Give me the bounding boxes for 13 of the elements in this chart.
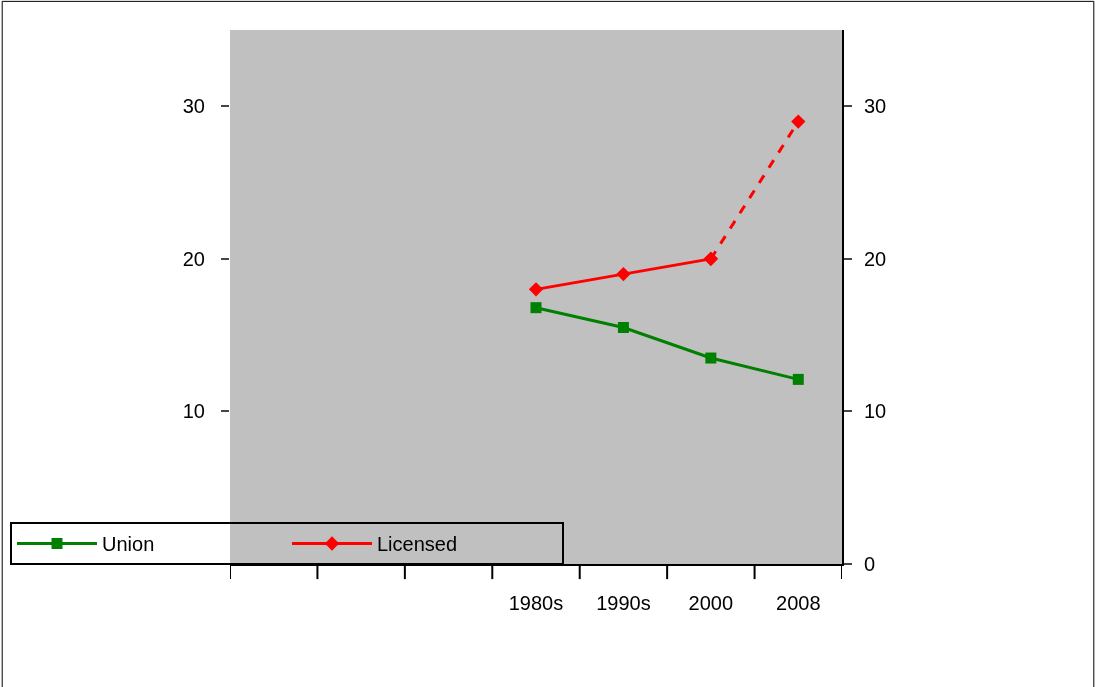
x-tick-label: 2000 xyxy=(688,592,734,614)
legend-label: Licensed xyxy=(377,533,458,556)
y2-tick-label: 0 xyxy=(864,553,876,575)
y2-tick-label: 10 xyxy=(864,400,887,423)
legend-label: Union xyxy=(102,533,155,556)
x-tick-label: 2008 xyxy=(776,592,821,614)
y2-tick-label: 30 xyxy=(864,95,887,118)
x-tick-label: 1990s xyxy=(596,592,651,614)
y2-tick-label: 20 xyxy=(864,247,887,270)
y-tick-label: 10 xyxy=(182,400,205,423)
x-tick-label: 1980s xyxy=(508,592,564,614)
y-tick-label: 20 xyxy=(182,247,205,270)
y-tick-label: 30 xyxy=(182,95,205,118)
